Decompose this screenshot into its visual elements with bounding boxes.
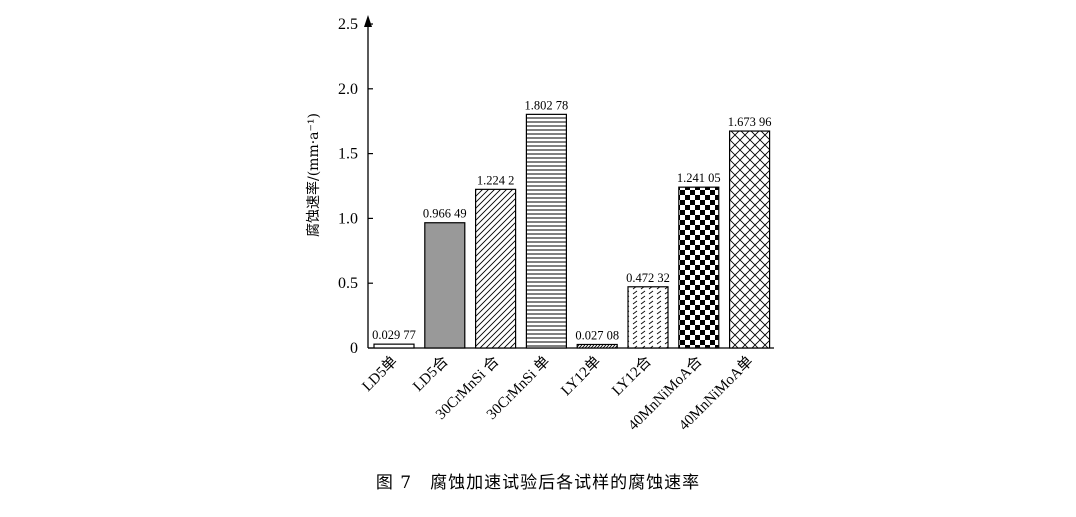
bar-value-label: 0.472 32 <box>626 271 670 285</box>
y-tick-label: 1.5 <box>338 146 358 163</box>
bar <box>627 286 669 349</box>
bar-value-label: 1.802 78 <box>525 98 569 112</box>
bar <box>678 186 720 349</box>
bar <box>373 343 415 349</box>
bars <box>373 113 771 349</box>
y-ticks: 0 0.5 1.0 1.5 2.0 2.5 <box>338 16 373 357</box>
value-labels: 0.029 77 0.966 49 1.224 2 1.802 78 0.027 08 0… <box>372 98 771 342</box>
bar-value-label: 1.673 96 <box>728 115 772 129</box>
y-tick-label: 2.0 <box>338 81 358 98</box>
y-tick-label: 2.5 <box>338 16 358 33</box>
bar-value-label: 1.241 05 <box>677 171 721 185</box>
y-axis-label: 腐蚀速率/(mm·a⁻¹) <box>305 113 322 237</box>
x-category-label: LD5合 <box>410 353 452 395</box>
y-tick-label: 0.5 <box>338 275 358 292</box>
y-tick-label: 1.0 <box>338 210 358 227</box>
bar <box>475 188 517 349</box>
x-category-label: LY12合 <box>609 353 655 399</box>
bar-value-label: 1.224 2 <box>477 173 515 187</box>
y-tick-label: 0 <box>350 340 358 357</box>
y-axis-arrow-icon <box>364 15 372 27</box>
y-axis <box>364 15 372 348</box>
x-category-label: LD5单 <box>359 353 401 395</box>
bar-value-label: 0.966 49 <box>423 207 467 221</box>
bar <box>525 113 568 349</box>
bar-value-label: 0.027 08 <box>575 328 619 342</box>
bar <box>576 343 618 349</box>
bar-value-label: 0.029 77 <box>372 328 416 342</box>
bar <box>424 222 466 349</box>
figure-caption: 图 7 腐蚀加速试验后各试样的腐蚀速率 <box>375 473 701 493</box>
bar <box>728 130 771 349</box>
x-category-label: LY12单 <box>558 353 604 399</box>
